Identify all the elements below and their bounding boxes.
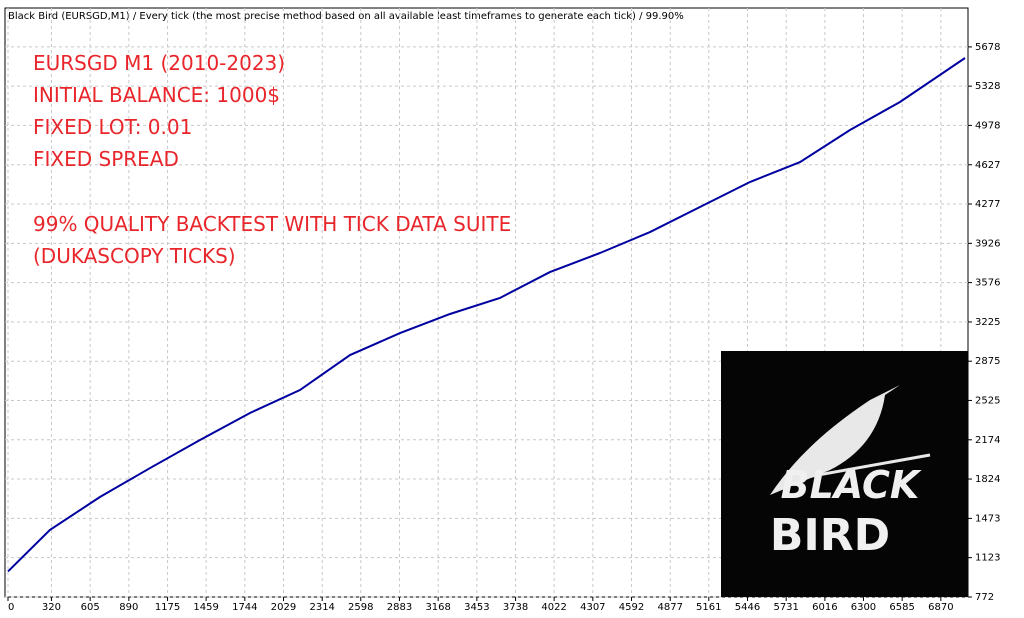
y-tick-label: 772 xyxy=(975,592,994,603)
x-tick-label: 1744 xyxy=(232,602,257,613)
y-tick-label: 5328 xyxy=(975,81,1000,92)
y-tick-label: 3225 xyxy=(975,317,1000,328)
x-tick-label: 6016 xyxy=(812,602,837,613)
x-tick-label: 6585 xyxy=(889,602,914,613)
y-tick-label: 2525 xyxy=(975,395,1000,406)
y-tick-label: 2174 xyxy=(975,435,1000,446)
y-tick-label: 3576 xyxy=(975,278,1000,289)
x-tick-label: 2029 xyxy=(271,602,296,613)
branch xyxy=(789,453,931,482)
equity-line xyxy=(7,57,966,573)
logo-background xyxy=(721,351,968,597)
x-tick-label: 2314 xyxy=(309,602,334,613)
x-tick-label: 6300 xyxy=(851,602,876,613)
x-tick-label: 3738 xyxy=(503,602,528,613)
annotation: FIXED LOT: 0.01 xyxy=(33,115,192,139)
annotation: 99% QUALITY BACKTEST WITH TICK DATA SUIT… xyxy=(33,212,511,236)
x-tick-label: 6870 xyxy=(928,602,953,613)
x-tick-label: 4592 xyxy=(619,602,644,613)
x-tick-label: 4022 xyxy=(541,602,566,613)
x-tick-label: 3453 xyxy=(464,602,489,613)
y-tick-label: 4978 xyxy=(975,120,1000,131)
x-tick-label: 5731 xyxy=(773,602,798,613)
x-tick-label: 1175 xyxy=(155,602,180,613)
chart-title: Black Bird (EURSGD,M1) / Every tick (the… xyxy=(8,11,684,22)
y-tick-label: 3926 xyxy=(975,238,1000,249)
annotation: (DUKASCOPY TICKS) xyxy=(33,244,236,268)
x-tick-label: 5161 xyxy=(696,602,721,613)
x-tick-label: 4877 xyxy=(657,602,682,613)
y-tick-label: 4277 xyxy=(975,199,1000,210)
x-tick-label: 0 xyxy=(8,602,14,613)
bird-icon xyxy=(770,385,900,495)
x-tick-label: 2598 xyxy=(348,602,373,613)
y-tick-label: 1824 xyxy=(975,474,1000,485)
x-tick-label: 2883 xyxy=(387,602,412,613)
x-tick-label: 4307 xyxy=(580,602,605,613)
annotation: INITIAL BALANCE: 1000$ xyxy=(33,83,280,107)
x-tick-label: 320 xyxy=(42,602,61,613)
annotation: EURSGD M1 (2010-2023) xyxy=(33,51,285,75)
annotation: FIXED SPREAD xyxy=(33,147,179,171)
x-tick-label: 1459 xyxy=(193,602,218,613)
y-tick-label: 5678 xyxy=(975,42,1000,53)
y-tick-label: 1473 xyxy=(975,513,1000,524)
x-tick-label: 3168 xyxy=(425,602,450,613)
logo-text: BLACK xyxy=(781,463,922,507)
logo-text: BIRD xyxy=(770,510,890,561)
x-tick-label: 890 xyxy=(119,602,138,613)
y-tick-label: 2875 xyxy=(975,356,1000,367)
y-tick-label: 4627 xyxy=(975,160,1000,171)
x-tick-label: 5446 xyxy=(735,602,760,613)
y-tick-label: 1123 xyxy=(975,553,1000,564)
x-tick-label: 605 xyxy=(81,602,100,613)
